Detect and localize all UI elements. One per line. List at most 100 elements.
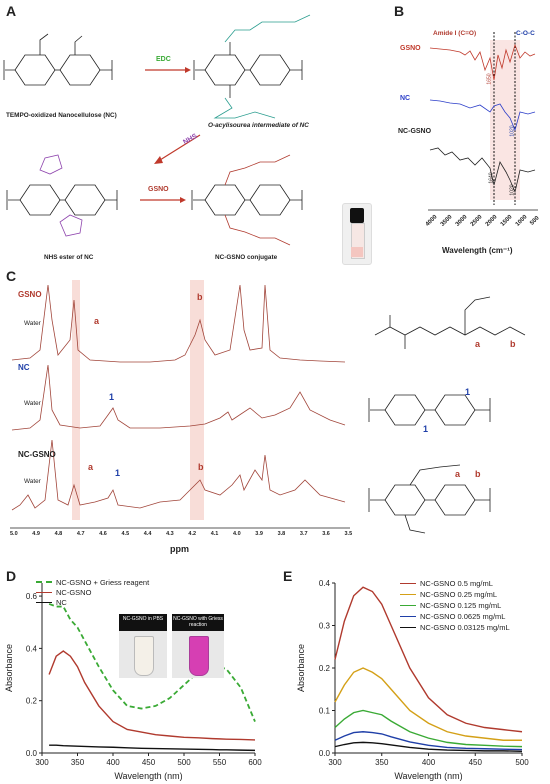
ftir-gsno-label: GSNO <box>400 45 421 52</box>
nc-intermediate-structure <box>193 42 303 98</box>
e-ytick-label: 0.4 <box>319 579 331 588</box>
nmr-gsno-label: GSNO <box>18 290 42 299</box>
e-ytick-label: 0.0 <box>319 749 331 758</box>
legend-e-item: NC-GSNO 0.25 mg/mL <box>400 589 510 600</box>
d-xlabel: Wavelength (nm) <box>114 771 182 781</box>
d-series-line <box>48 603 256 722</box>
gsno-groups <box>224 154 291 246</box>
legend-e-item: NC-GSNO 0.5 mg/mL <box>400 578 510 589</box>
peak-1-ncgsno: 1 <box>115 468 121 478</box>
legend-e-item: NC-GSNO 0.125 mg/mL <box>400 600 510 611</box>
peak-b-ncgsno: b <box>198 462 204 472</box>
legend-e-swatch <box>400 594 416 595</box>
e-xlabel: Wavelength (nm) <box>394 771 462 781</box>
nmr-xtick: 4.5 <box>121 531 130 537</box>
e-ytick-label: 0.3 <box>319 622 331 631</box>
legend-e-item: NC-GSNO 0.03125 mg/mL <box>400 622 510 633</box>
legend-d-item-2: NC <box>36 597 149 607</box>
legend-d-label-0: NC-GSNO + Griess reagent <box>56 577 150 587</box>
ncgsno-structure <box>191 184 303 216</box>
water-label-2: Water <box>24 400 41 407</box>
ftir-nc-label: NC <box>400 95 411 102</box>
e-series-line <box>334 667 522 741</box>
water-label-1: Water <box>24 320 41 327</box>
panel-d-chart: 0.0 0.2 0.4 0.6 300 350 400 450 500 550 600 Wavelen… <box>4 583 262 781</box>
nmr-xtick: 3.6 <box>322 531 330 537</box>
ncgsno-vial-photo <box>342 203 372 265</box>
nmr-nc-label: NC <box>18 363 30 372</box>
nmr-nc-trace <box>11 364 346 431</box>
ftir-nc-trace <box>429 99 536 132</box>
struct-label-b: b <box>510 339 516 349</box>
peak-ncgsno-1640: 1640 <box>488 172 495 184</box>
panel-b-letter: B <box>394 3 405 19</box>
ftir-xlabel: Wavelength (cm⁻¹) <box>442 246 513 255</box>
inset-griess-title: NC-GSNO with Griess reaction <box>172 614 224 631</box>
nmr-xtick: 4.0 <box>233 531 241 537</box>
e-series-line <box>334 731 523 751</box>
legend-e-swatch <box>400 627 416 628</box>
nmr-xtick: 3.7 <box>299 531 308 537</box>
nc-label: TEMPO-oxidized Nanocellulose (NC) <box>6 112 117 119</box>
legend-e-label: NC-GSNO 0.03125 mg/mL <box>420 623 510 632</box>
panel-e-letter: E <box>283 568 293 584</box>
d-xtick-label: 400 <box>106 758 120 767</box>
legend-e: NC-GSNO 0.5 mg/mL NC-GSNO 0.25 mg/mL NC-GS… <box>400 578 510 633</box>
coc-label: C-O-C <box>516 30 535 37</box>
inset-griess-photo: NC-GSNO with Griess reaction <box>172 614 224 678</box>
d-xtick-label: 350 <box>71 758 85 767</box>
nhs-groups <box>39 154 83 237</box>
e-xtick-label: 350 <box>375 758 389 767</box>
e-xtick-label: 450 <box>469 758 483 767</box>
peak-a-gsno: a <box>94 316 100 326</box>
d-xtick-label: 300 <box>35 758 49 767</box>
gsno-structure <box>374 296 526 349</box>
legend-e-label: NC-GSNO 0.25 mg/mL <box>420 590 498 599</box>
peak-a-ncgsno: a <box>88 462 94 472</box>
panel-d-letter: D <box>6 568 17 584</box>
d-ytick-label: 0.4 <box>26 644 38 653</box>
e-ytick-label: 0.2 <box>319 664 331 673</box>
peak-1-nc: 1 <box>109 392 115 402</box>
nmr-xtick: 4.6 <box>99 531 107 537</box>
arrow-gsno <box>140 197 186 203</box>
legend-e-label: NC-GSNO 0.0625 mg/mL <box>420 612 506 621</box>
panel-c-letter: C <box>6 268 17 284</box>
nmr-xtick: 3.9 <box>255 531 263 537</box>
ncgsno-conjugate-label: NC-GSNO conjugate <box>215 254 278 261</box>
nmr-gsno-trace <box>11 284 346 363</box>
d-xtick-label: 600 <box>248 758 262 767</box>
intermediate-label: O-acylisourea intermediate of NC <box>208 122 309 129</box>
nmr-xtick: 4.8 <box>54 531 63 537</box>
water-label-3: Water <box>24 478 41 485</box>
e-xtick-label: 500 <box>515 758 529 767</box>
nmr-xtick: 4.2 <box>188 531 197 537</box>
ftir-ncgsno-label: NC-GSNO <box>398 128 432 135</box>
panel-a-letter: A <box>6 3 17 19</box>
arrow-edc <box>145 67 191 73</box>
amide-label: Amide I (C=O) <box>433 30 477 37</box>
legend-d-label-2: NC <box>56 597 67 607</box>
e-series-line <box>334 741 523 752</box>
nmr-xtick: 4.1 <box>210 531 219 537</box>
d-ytick-label: 0.2 <box>26 697 38 706</box>
d-xtick-label: 550 <box>213 758 227 767</box>
nc-structure <box>3 33 113 86</box>
nmr-xtick: 3.5 <box>344 531 353 537</box>
nmr-xtick-labels: 5.0 4.9 4.8 4.7 4.6 4.5 4.4 4.3 4.2 4.1 4.0 3.9 3.8 3… <box>10 531 353 541</box>
struct-label-a: a <box>475 339 481 349</box>
panel-c-nmr <box>10 280 350 529</box>
d-xtick-label: 500 <box>177 758 191 767</box>
peak-gsno-1650: 1650 <box>486 73 493 85</box>
d-xtick-label: 450 <box>142 758 156 767</box>
inset-pbs-photo: NC-GSNO in PBS <box>119 614 167 678</box>
reagent-edc-label: EDC <box>156 56 171 63</box>
e-series-line <box>334 586 523 733</box>
d-ytick-label: 0.6 <box>26 592 38 601</box>
nc-structure-c <box>368 394 491 426</box>
peak-ncgsno-1020: 1020 <box>509 184 516 196</box>
ftir-gsno-trace <box>429 43 536 81</box>
legend-e-swatch <box>400 605 416 606</box>
panel-a-schemes <box>3 14 311 246</box>
struct-label-b2: b <box>475 469 481 479</box>
